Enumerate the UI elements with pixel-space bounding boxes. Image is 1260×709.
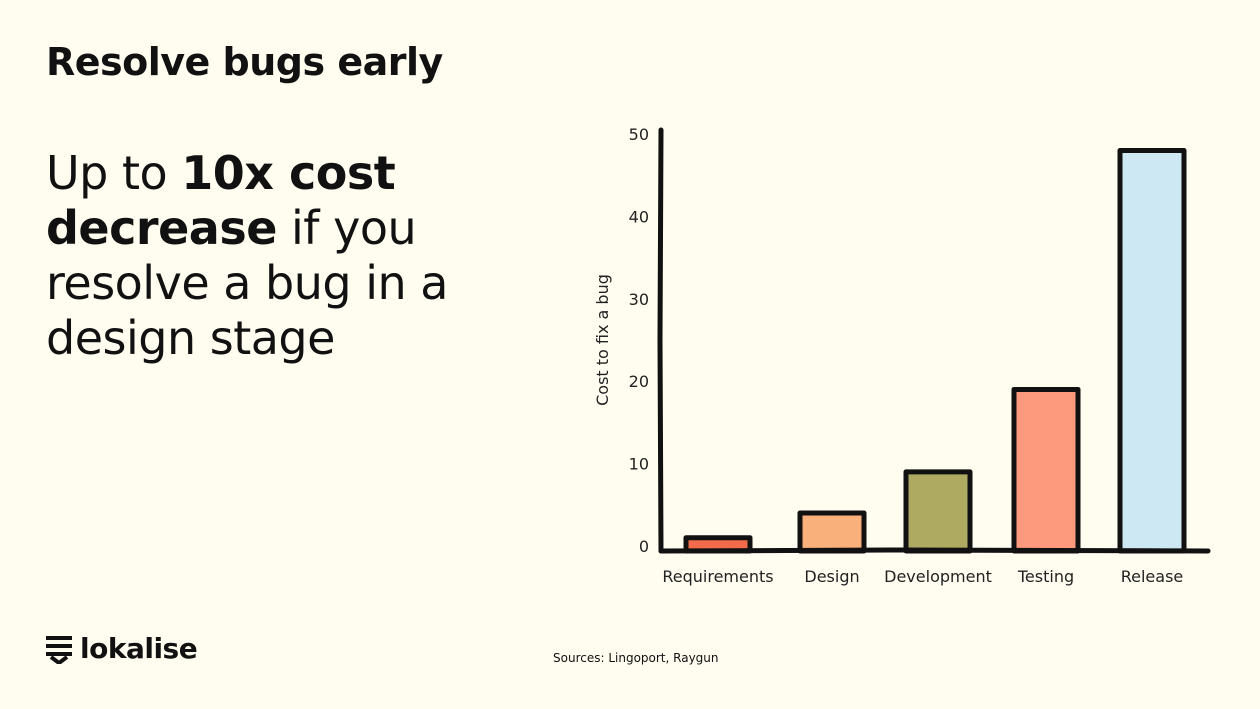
- x-tick-label: Development: [884, 567, 992, 586]
- y-tick-label: 0: [639, 537, 649, 556]
- lead-text: Up to 10x cost decrease if you resolve a…: [46, 146, 486, 366]
- bar-development: [903, 469, 973, 554]
- bar-design: [797, 510, 867, 554]
- sources-note: Sources: Lingoport, Raygun: [553, 651, 719, 665]
- y-axis-line: [657, 127, 664, 554]
- x-tick-label: Testing: [1017, 567, 1074, 586]
- y-tick-label: 40: [629, 207, 649, 226]
- lead-bold: 10x cost decrease: [46, 146, 396, 255]
- lead-pre: Up to: [46, 146, 182, 200]
- x-tick-label: Design: [804, 567, 859, 586]
- x-tick-label: Requirements: [662, 567, 773, 586]
- bar-testing: [1011, 386, 1081, 554]
- y-axis-label: Cost to fix a bug: [593, 274, 612, 406]
- lead-post: if you resolve a bug in a design stage: [46, 201, 448, 365]
- slide-title: Resolve bugs early: [46, 40, 443, 84]
- lokalise-logo: lokalise: [46, 632, 198, 665]
- y-tick-label: 20: [629, 372, 649, 391]
- x-tick-label: Release: [1121, 567, 1184, 586]
- logo-text: lokalise: [80, 632, 198, 665]
- y-tick-label: 50: [629, 125, 649, 144]
- lokalise-logo-icon: [46, 635, 72, 664]
- y-tick-label: 30: [629, 290, 649, 309]
- bar-release: [1117, 147, 1187, 554]
- x-axis-line: [658, 547, 1211, 554]
- y-tick-label: 10: [629, 455, 649, 474]
